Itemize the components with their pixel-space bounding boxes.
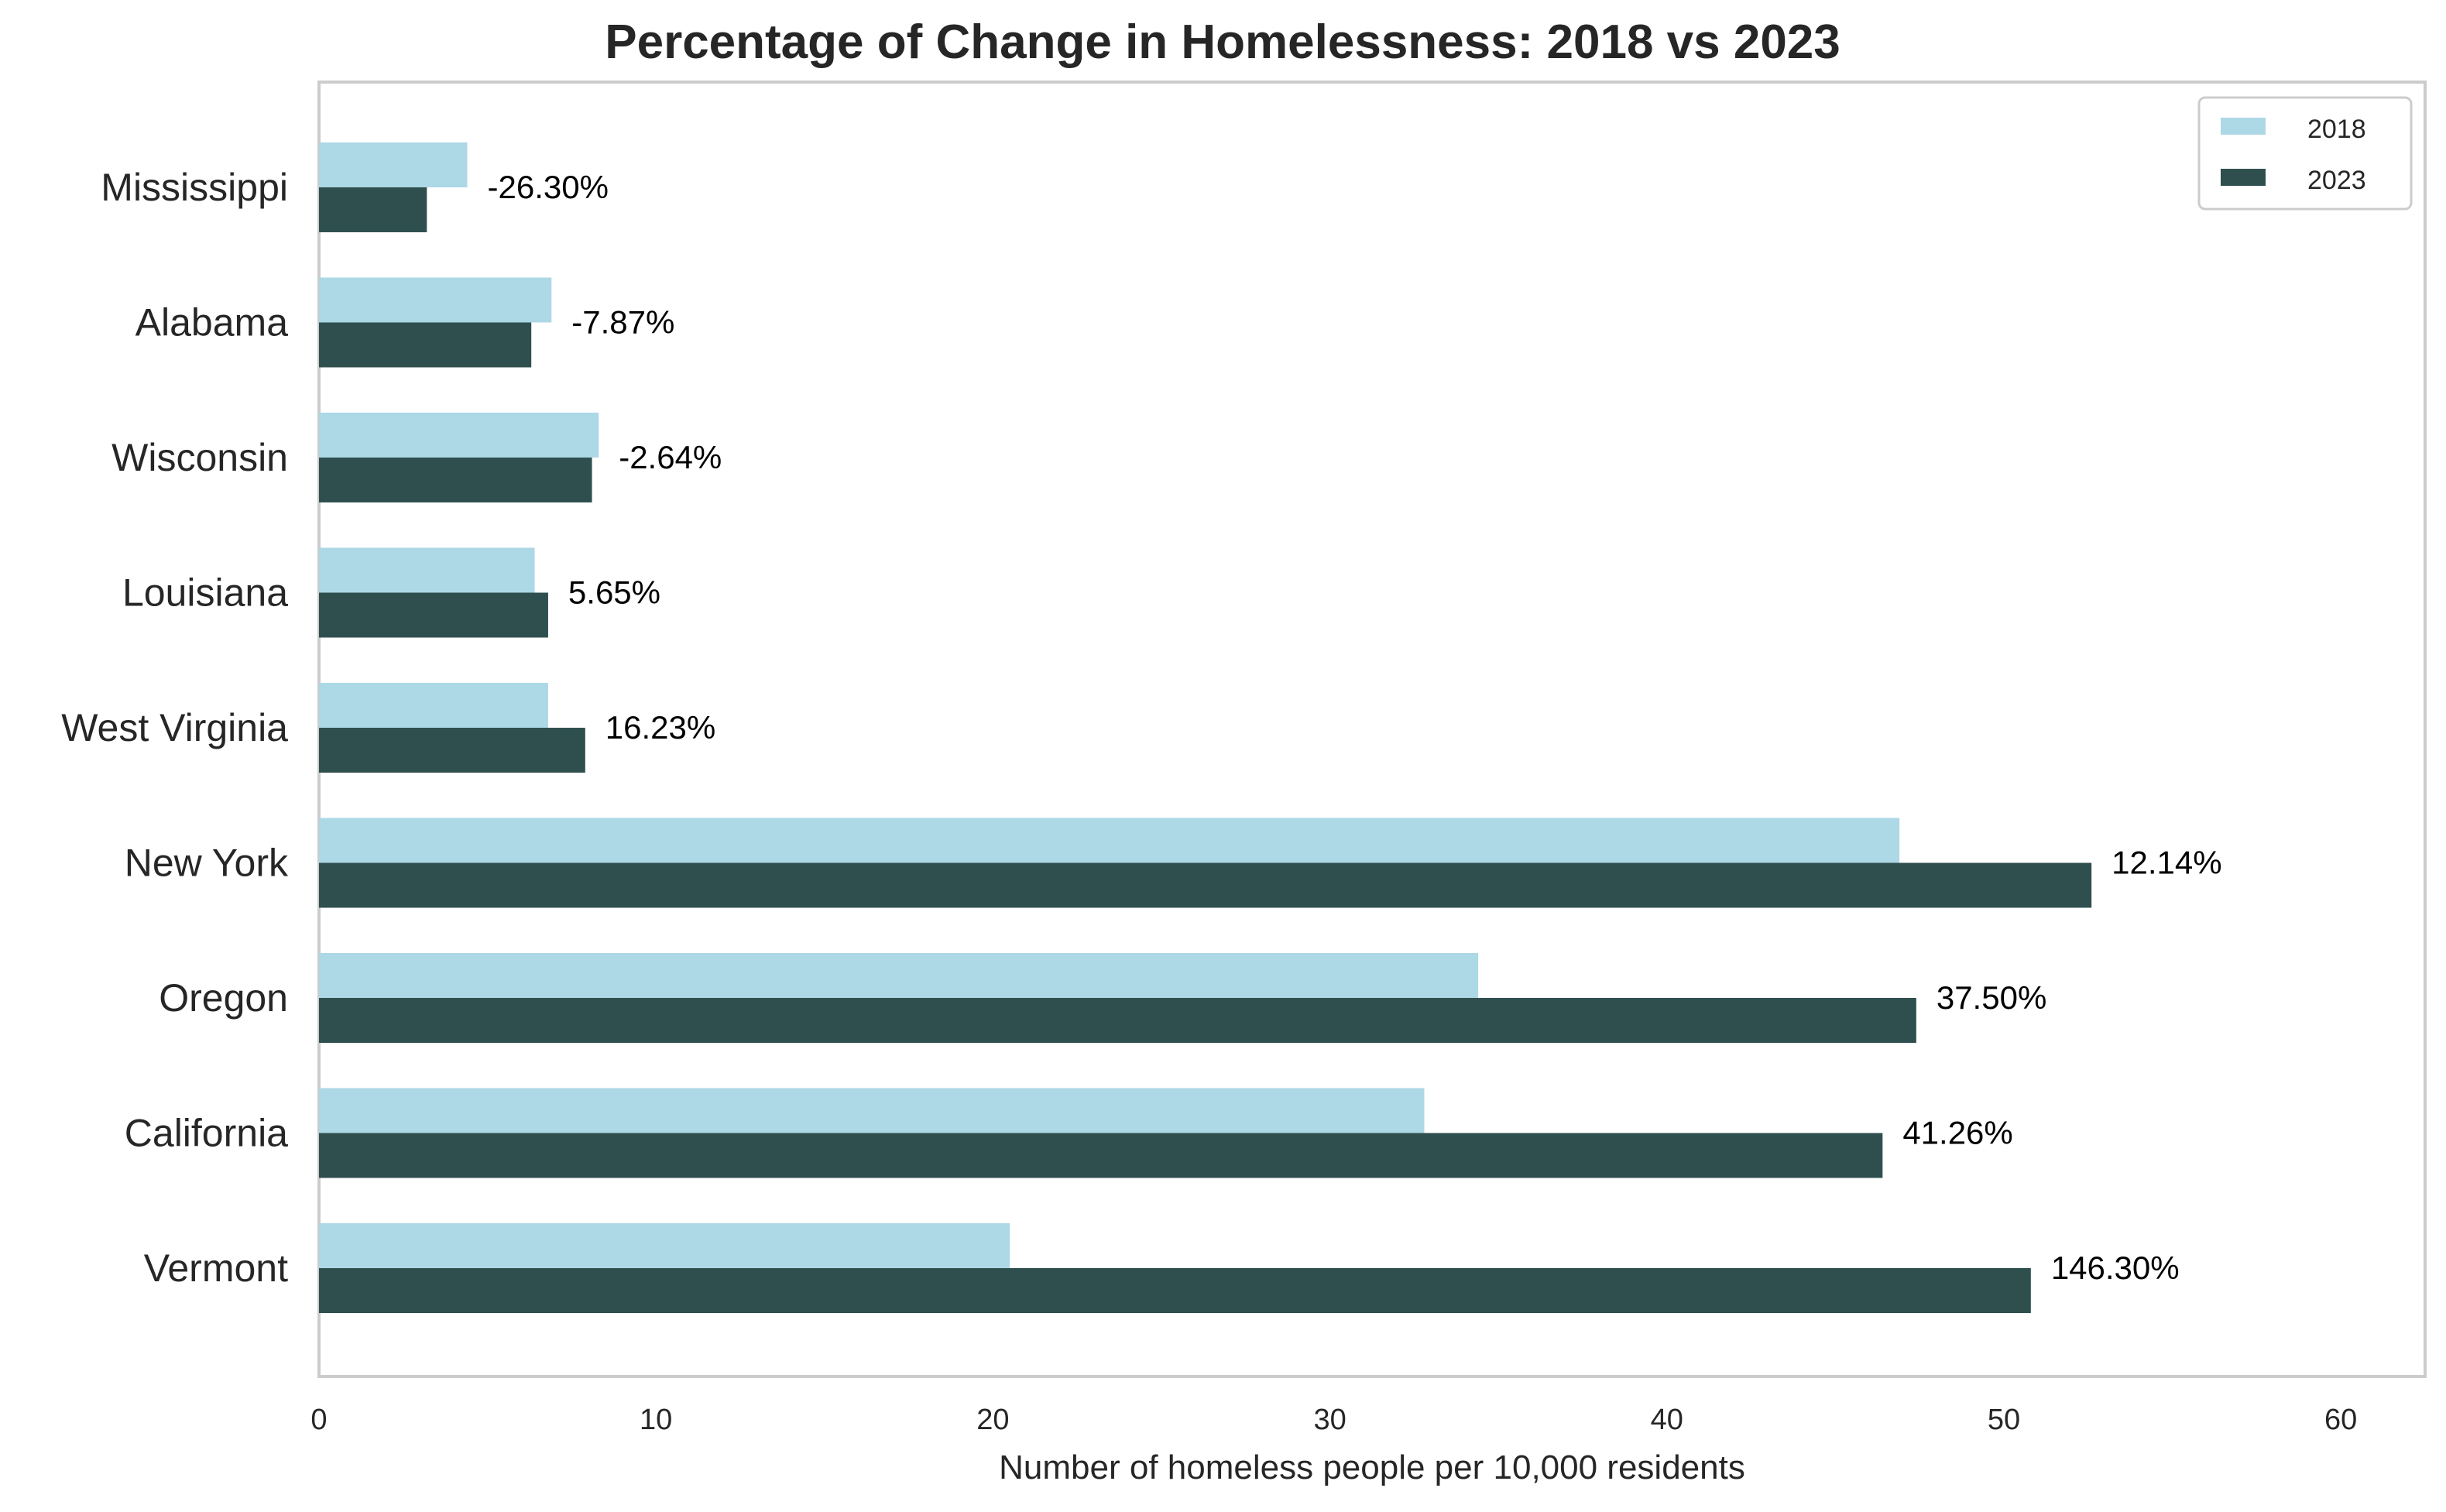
bar-2023-vermont <box>319 1268 2031 1313</box>
percent-change-label-oregon: 37.50% <box>1937 979 2046 1016</box>
y-tick-label-oregon: Oregon <box>159 976 288 1020</box>
bar-2023-louisiana <box>319 592 548 638</box>
legend-swatch-2023 <box>2221 169 2266 186</box>
percent-change-label-wisconsin: -2.64% <box>619 439 722 475</box>
y-axis-ticks: Mississippi Alabama Wisconsin Louisiana West… <box>61 166 289 1290</box>
bar-2018-california <box>319 1088 1425 1133</box>
bar-2023-wisconsin <box>319 458 592 502</box>
bar-2023-california <box>319 1133 1883 1178</box>
annotation-layer: -26.30% -7.87% -2.64% 5.65% 16.23% 12.14% 37.5… <box>487 169 2221 1286</box>
legend-swatch-2018 <box>2221 118 2266 135</box>
percent-change-label-alabama: -7.87% <box>571 304 674 341</box>
percent-change-label-mississippi: -26.30% <box>487 169 608 205</box>
percent-change-label-new-york: 12.14% <box>2112 845 2221 881</box>
chart-title: Percentage of Change in Homelessness: 20… <box>605 15 1841 69</box>
x-tick-label-30: 30 <box>1313 1404 1346 1436</box>
x-tick-label-50: 50 <box>1988 1404 2020 1436</box>
x-tick-label-40: 40 <box>1651 1404 1683 1436</box>
y-tick-label-louisiana: Louisiana <box>122 571 288 615</box>
percent-change-label-vermont: 146.30% <box>2051 1250 2180 1286</box>
y-tick-label-california: California <box>125 1112 288 1155</box>
y-tick-label-alabama: Alabama <box>136 301 289 345</box>
bar-2018-mississippi <box>319 142 468 187</box>
bar-2018-vermont <box>319 1223 1010 1268</box>
legend-label-2018: 2018 <box>2307 115 2366 144</box>
x-tick-label-0: 0 <box>310 1404 327 1436</box>
legend: 2018 2023 <box>2197 96 2413 211</box>
bar-2023-oregon <box>319 998 1916 1043</box>
bars-layer <box>319 142 2092 1313</box>
percent-change-label-west-virginia: 16.23% <box>605 709 715 746</box>
legend-frame <box>2197 96 2413 211</box>
bar-2023-alabama <box>319 322 532 368</box>
percent-change-label-louisiana: 5.65% <box>568 574 660 611</box>
bar-2018-wisconsin <box>319 413 599 458</box>
percent-change-label-california: 41.26% <box>1902 1115 2012 1151</box>
x-axis-label: Number of homeless people per 10,000 res… <box>999 1449 1745 1486</box>
y-tick-label-mississippi: Mississippi <box>101 166 288 209</box>
x-tick-label-20: 20 <box>976 1404 1009 1436</box>
bar-2018-alabama <box>319 277 552 323</box>
x-axis-ticks: 0 10 20 30 40 50 60 <box>310 1404 2357 1436</box>
y-tick-label-new-york: New York <box>125 842 289 885</box>
bar-2023-mississippi <box>319 187 427 232</box>
bar-2023-new-york <box>319 862 2092 908</box>
legend-label-2023: 2023 <box>2307 166 2366 195</box>
y-tick-label-wisconsin: Wisconsin <box>111 436 288 479</box>
bar-2018-oregon <box>319 953 1479 998</box>
bar-2018-west-virginia <box>319 683 548 728</box>
bar-2018-louisiana <box>319 547 535 593</box>
x-tick-label-60: 60 <box>2324 1404 2357 1436</box>
x-tick-label-10: 10 <box>640 1404 672 1436</box>
bar-2023-west-virginia <box>319 728 585 773</box>
y-tick-label-west-virginia: West Virginia <box>61 706 288 749</box>
y-tick-label-vermont: Vermont <box>144 1246 288 1290</box>
bar-2018-new-york <box>319 818 1900 863</box>
